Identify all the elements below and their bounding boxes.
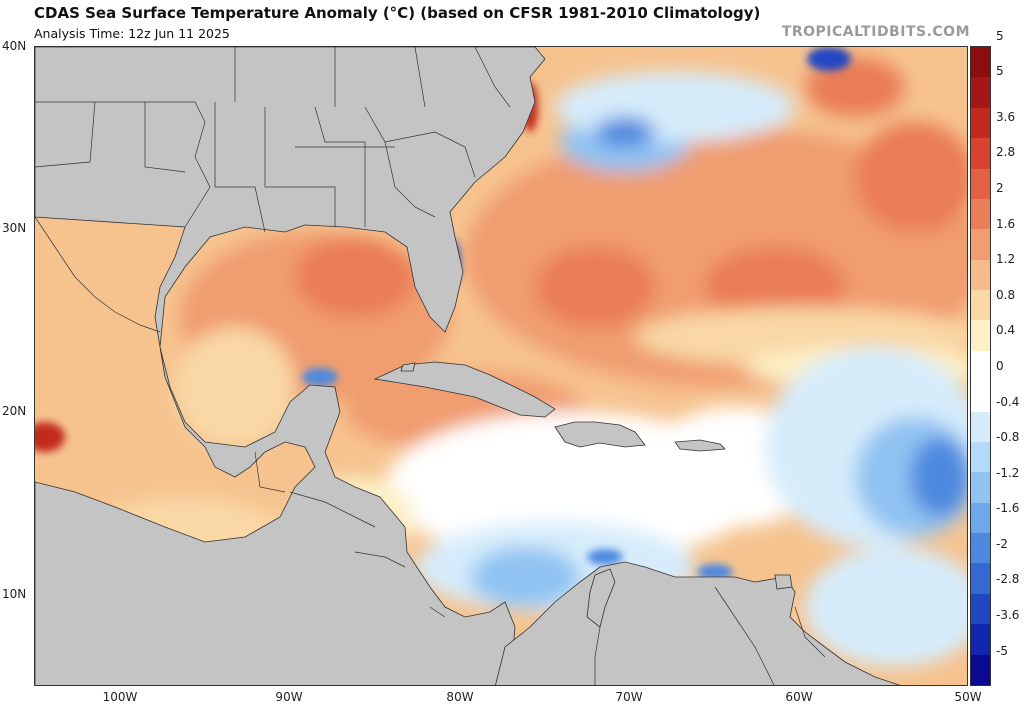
colorbar-label: 5 [996,64,1004,78]
colorbar-swatch [971,472,990,504]
analysis-time: Analysis Time: 12z Jun 11 2025 [34,26,230,41]
lat-label-20n: 20N [2,404,27,418]
colorbar-swatch [971,533,990,564]
colorbar-label: 1.2 [996,252,1016,266]
colorbar-swatch [971,411,990,443]
colorbar-label: -1.6 [996,501,1020,515]
colorbar-swatch [971,198,990,230]
lat-label-10n: 10N [2,587,27,601]
colorbar-swatch [971,593,990,625]
colorbar-swatch [971,168,990,200]
colorbar-swatch [971,290,990,321]
lon-label-60w: 60W [785,690,813,704]
colorbar-swatch [971,441,990,473]
lon-label-90w: 90W [275,690,303,704]
colorbar-swatch [971,259,990,291]
landmass [35,47,901,685]
colorbar [970,46,991,686]
colorbar-swatch [971,47,990,78]
colorbar-label: -2 [996,537,1008,551]
colorbar-label: -1.2 [996,466,1020,480]
colorbar-label: 2.8 [996,145,1016,159]
colorbar-label: -0.8 [996,430,1020,444]
colorbar-label: -3.6 [996,608,1020,622]
lat-label-40n: 40N [2,39,27,53]
colorbar-swatch [971,107,990,139]
colorbar-label: 0.8 [996,288,1016,302]
colorbar-label: -0.4 [996,395,1020,409]
lon-label-100w: 100W [102,690,138,704]
colorbar-label: -2.8 [996,572,1020,586]
lon-label-70w: 70W [615,690,643,704]
colorbar-swatch [971,502,990,534]
colorbar-swatch [971,138,990,170]
lon-label-80w: 80W [446,690,474,704]
political-borders [35,47,826,685]
colorbar-label: 0.4 [996,323,1016,337]
colorbar-label: 3.6 [996,110,1016,124]
lat-label-30n: 30N [2,221,27,235]
colorbar-label: 0 [996,359,1004,373]
colorbar-label: 1.6 [996,217,1016,231]
colorbar-swatch [971,229,990,261]
colorbar-swatch [971,624,990,656]
map-title: CDAS Sea Surface Temperature Anomaly (°C… [34,4,761,22]
colorbar-swatch [971,77,990,109]
colorbar-swatch [971,563,990,595]
site-watermark: TROPICALTIDBITS.COM [781,24,970,40]
colorbar-swatch [971,350,990,382]
colorbar-swatch [971,320,990,352]
colorbar-swatch [971,654,990,686]
sst-anomaly-map [34,46,968,686]
colorbar-label: 5 [996,29,1004,43]
colorbar-label: 2 [996,181,1004,195]
colorbar-swatch [971,381,990,413]
colorbar-label: -5 [996,644,1008,658]
lon-label-50w: 50W [954,690,982,704]
map-canvas [35,47,967,685]
